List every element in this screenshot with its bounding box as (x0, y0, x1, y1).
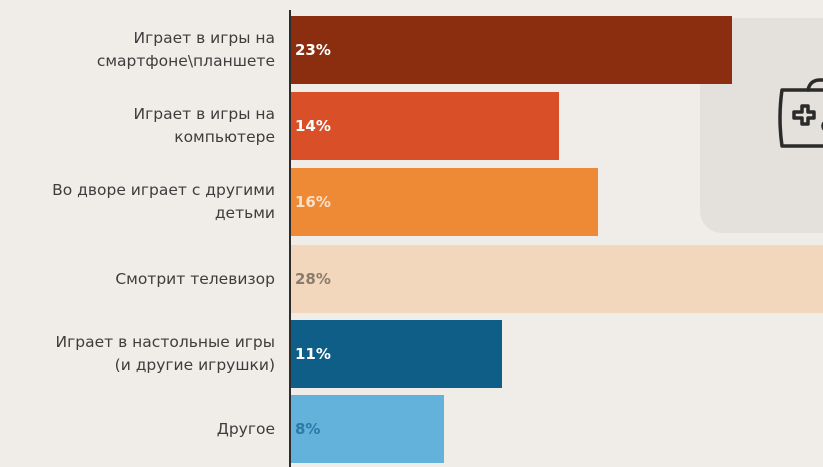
bar (291, 320, 502, 388)
gamepad-icon (778, 78, 823, 148)
category-label: Играет в настольные игры (и другие игрушк… (5, 331, 275, 377)
category-label: Смотрит телевизор (5, 268, 275, 291)
category-label: Другое (5, 418, 275, 441)
data-label: 14% (295, 117, 331, 135)
category-label-line: Во дворе играет с другими (52, 181, 275, 199)
category-label-line: Другое (216, 419, 275, 438)
category-label-line: компьютере (174, 128, 275, 146)
category-label-line: Смотрит телевизор (115, 269, 275, 288)
category-label-line: Играет в настольные игры (55, 333, 275, 351)
category-label: Играет в игры на компьютере (5, 103, 275, 149)
category-label: Играет в игры на смартфоне\планшете (5, 27, 275, 73)
category-label-line: (и другие игрушки) (114, 356, 275, 374)
bar (291, 395, 444, 463)
category-axis-line (289, 10, 291, 467)
bar (291, 168, 598, 236)
category-label-line: детьми (214, 204, 275, 222)
data-label: 23% (295, 41, 331, 59)
category-label-line: Играет в игры на (133, 29, 275, 47)
data-label: 8% (295, 420, 321, 438)
data-label: 11% (295, 345, 331, 363)
bar (291, 16, 732, 84)
data-label: 28% (295, 270, 331, 288)
data-label: 16% (295, 193, 331, 211)
category-label-line: смартфоне\планшете (96, 52, 275, 70)
bar (291, 92, 559, 160)
category-label: Во дворе играет с другими детьми (5, 179, 275, 225)
category-label-line: Играет в игры на (133, 105, 275, 123)
bar (291, 245, 823, 313)
